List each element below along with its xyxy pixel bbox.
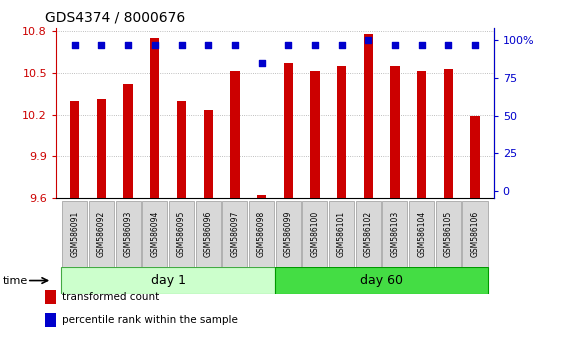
FancyBboxPatch shape [275, 201, 301, 267]
FancyBboxPatch shape [356, 201, 381, 267]
Point [70, 42, 79, 48]
Text: GSM586099: GSM586099 [284, 210, 293, 257]
FancyBboxPatch shape [249, 201, 274, 267]
Text: percentile rank within the sample: percentile rank within the sample [62, 315, 238, 325]
Text: GSM586106: GSM586106 [471, 211, 480, 257]
FancyBboxPatch shape [62, 267, 275, 294]
Point [417, 42, 426, 48]
FancyBboxPatch shape [116, 201, 141, 267]
FancyBboxPatch shape [222, 201, 247, 267]
Point [204, 42, 213, 48]
Bar [283, 63, 293, 198]
Point [97, 42, 106, 48]
Bar [177, 101, 186, 198]
FancyBboxPatch shape [436, 201, 461, 267]
Bar [310, 72, 320, 198]
FancyBboxPatch shape [89, 201, 114, 267]
Text: GSM586100: GSM586100 [310, 211, 319, 257]
Point [150, 42, 159, 48]
Bar [444, 69, 453, 198]
Text: GSM586105: GSM586105 [444, 211, 453, 257]
Bar [70, 101, 80, 198]
Text: GSM586097: GSM586097 [231, 210, 240, 257]
Text: GSM586098: GSM586098 [257, 211, 266, 257]
Text: GSM586102: GSM586102 [364, 211, 373, 257]
FancyBboxPatch shape [462, 201, 488, 267]
Text: GDS4374 / 8000676: GDS4374 / 8000676 [45, 11, 185, 25]
Point [364, 38, 373, 43]
Point [257, 60, 266, 66]
Text: GSM586092: GSM586092 [97, 211, 106, 257]
FancyBboxPatch shape [383, 201, 407, 267]
Text: GSM586093: GSM586093 [123, 210, 132, 257]
Bar [364, 34, 373, 198]
FancyBboxPatch shape [409, 201, 434, 267]
Text: time: time [3, 275, 28, 286]
Point [444, 42, 453, 48]
Bar [123, 84, 133, 198]
Text: GSM586096: GSM586096 [204, 210, 213, 257]
Text: GSM586095: GSM586095 [177, 210, 186, 257]
Text: day 60: day 60 [360, 274, 403, 287]
Point [310, 42, 319, 48]
Point [471, 42, 480, 48]
FancyBboxPatch shape [196, 201, 220, 267]
Point [337, 42, 346, 48]
FancyBboxPatch shape [329, 201, 354, 267]
Text: GSM586101: GSM586101 [337, 211, 346, 257]
Bar [45, 314, 56, 327]
Bar [470, 116, 480, 198]
Bar [257, 195, 266, 198]
Text: GSM586104: GSM586104 [417, 211, 426, 257]
Bar [150, 38, 159, 198]
FancyBboxPatch shape [275, 267, 488, 294]
Point [284, 42, 293, 48]
Text: GSM586103: GSM586103 [390, 211, 399, 257]
Point [390, 42, 399, 48]
Point [123, 42, 132, 48]
Point [231, 42, 240, 48]
Bar [45, 290, 56, 304]
Bar [97, 99, 106, 198]
Text: transformed count: transformed count [62, 292, 160, 302]
Bar [390, 66, 399, 198]
FancyBboxPatch shape [62, 201, 88, 267]
FancyBboxPatch shape [169, 201, 194, 267]
Text: GSM586091: GSM586091 [70, 211, 79, 257]
Text: day 1: day 1 [151, 274, 186, 287]
Point [177, 42, 186, 48]
Bar [417, 72, 426, 198]
FancyBboxPatch shape [302, 201, 328, 267]
Bar [230, 72, 240, 198]
Text: GSM586094: GSM586094 [150, 210, 159, 257]
Bar [337, 66, 346, 198]
FancyBboxPatch shape [142, 201, 167, 267]
Bar [204, 110, 213, 198]
